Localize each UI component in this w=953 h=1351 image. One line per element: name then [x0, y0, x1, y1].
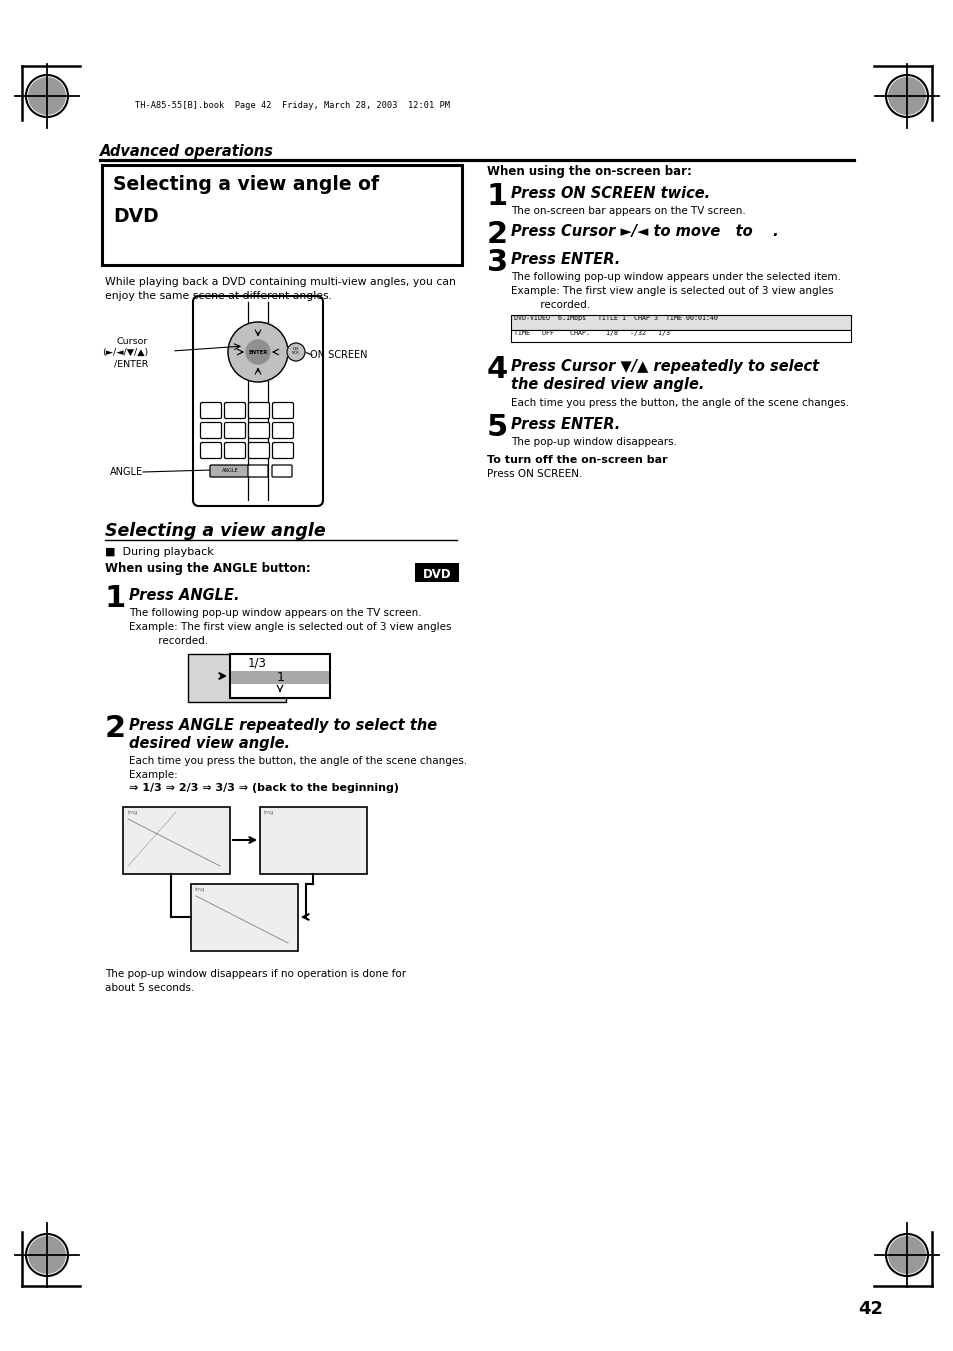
Text: To turn off the on-screen bar: To turn off the on-screen bar: [486, 455, 667, 465]
Text: Press Cursor ►/◄ to move   to    .: Press Cursor ►/◄ to move to .: [511, 224, 778, 239]
Circle shape: [246, 340, 270, 363]
Circle shape: [28, 1236, 66, 1274]
Text: Press ON SCREEN.: Press ON SCREEN.: [486, 469, 581, 480]
Text: The following pop-up window appears under the selected item.: The following pop-up window appears unde…: [511, 272, 840, 282]
Text: recorded.: recorded.: [511, 300, 590, 309]
Text: TH-A85-55[B].book  Page 42  Friday, March 28, 2003  12:01 PM: TH-A85-55[B].book Page 42 Friday, March …: [135, 100, 450, 109]
Text: 42: 42: [857, 1300, 882, 1319]
Text: 1/3: 1/3: [248, 657, 267, 669]
Text: 4: 4: [486, 355, 508, 384]
Bar: [415, 563, 458, 582]
Text: img: img: [264, 811, 274, 815]
FancyBboxPatch shape: [273, 423, 294, 439]
Bar: [188, 654, 286, 703]
Text: Press ANGLE repeatedly to select the: Press ANGLE repeatedly to select the: [129, 717, 436, 734]
Text: about 5 seconds.: about 5 seconds.: [105, 984, 194, 993]
Text: 1: 1: [486, 182, 508, 211]
Text: The pop-up window disappears if no operation is done for: The pop-up window disappears if no opera…: [105, 969, 406, 979]
Bar: [191, 884, 297, 951]
Text: img: img: [127, 811, 137, 815]
FancyBboxPatch shape: [224, 403, 245, 419]
FancyBboxPatch shape: [248, 403, 269, 419]
Text: Press ENTER.: Press ENTER.: [511, 417, 619, 432]
Text: Cursor
(►/◄/▼/▲)
/ENTER: Cursor (►/◄/▼/▲) /ENTER: [102, 336, 148, 369]
Text: The pop-up window disappears.: The pop-up window disappears.: [511, 436, 677, 447]
Text: DVD-VIDEO  6.1Mbps   TITLE 1  CHAP 3  TIME 00:01:40: DVD-VIDEO 6.1Mbps TITLE 1 CHAP 3 TIME 00…: [514, 315, 718, 322]
Text: Each time you press the button, the angle of the scene changes.: Each time you press the button, the angl…: [511, 399, 848, 408]
Text: ANGLE: ANGLE: [110, 467, 143, 477]
Text: Press ENTER.: Press ENTER.: [511, 253, 619, 267]
FancyBboxPatch shape: [273, 403, 294, 419]
Text: recorded.: recorded.: [129, 636, 208, 646]
Bar: [260, 807, 367, 874]
Text: Example:: Example:: [129, 770, 177, 780]
Text: 3: 3: [486, 249, 508, 277]
Text: TIME   OFF    CHAP.    1/8   -/32   1/3: TIME OFF CHAP. 1/8 -/32 1/3: [514, 330, 669, 336]
Text: 1: 1: [105, 584, 126, 613]
Text: ANGLE: ANGLE: [221, 467, 238, 473]
Circle shape: [887, 77, 925, 115]
FancyBboxPatch shape: [193, 296, 323, 507]
Text: The on-screen bar appears on the TV screen.: The on-screen bar appears on the TV scre…: [511, 205, 745, 216]
Text: ON
SCR: ON SCR: [292, 347, 299, 355]
Bar: [511, 315, 850, 330]
Text: Selecting a view angle: Selecting a view angle: [105, 521, 325, 540]
Text: img: img: [194, 888, 205, 892]
Text: 2: 2: [105, 713, 126, 743]
Text: While playing back a DVD containing multi-view angles, you can
enjoy the same sc: While playing back a DVD containing mult…: [105, 277, 456, 301]
Text: Advanced operations: Advanced operations: [100, 145, 274, 159]
Text: The following pop-up window appears on the TV screen.: The following pop-up window appears on t…: [129, 608, 421, 617]
Circle shape: [28, 77, 66, 115]
Text: Press Cursor ▼/▲ repeatedly to select: Press Cursor ▼/▲ repeatedly to select: [511, 359, 819, 374]
FancyBboxPatch shape: [210, 465, 250, 477]
FancyBboxPatch shape: [224, 423, 245, 439]
Bar: [231, 671, 329, 684]
Bar: [123, 807, 230, 874]
Text: Each time you press the button, the angle of the scene changes.: Each time you press the button, the angl…: [129, 757, 467, 766]
Circle shape: [228, 322, 288, 382]
Text: Example: The first view angle is selected out of 3 view angles: Example: The first view angle is selecte…: [511, 286, 833, 296]
Text: Press ANGLE.: Press ANGLE.: [129, 588, 239, 603]
Text: the desired view angle.: the desired view angle.: [511, 377, 703, 392]
Bar: [230, 654, 330, 698]
FancyBboxPatch shape: [248, 465, 268, 477]
Text: Selecting a view angle of: Selecting a view angle of: [112, 176, 378, 195]
Text: DVD: DVD: [112, 207, 158, 226]
Text: When using the on-screen bar:: When using the on-screen bar:: [486, 165, 691, 178]
FancyBboxPatch shape: [273, 443, 294, 458]
FancyBboxPatch shape: [248, 423, 269, 439]
Bar: [511, 330, 850, 342]
Text: 1: 1: [276, 671, 285, 684]
FancyBboxPatch shape: [200, 403, 221, 419]
Text: ■  During playback: ■ During playback: [105, 547, 213, 557]
FancyBboxPatch shape: [200, 443, 221, 458]
FancyBboxPatch shape: [248, 443, 269, 458]
Text: ENTER: ENTER: [248, 350, 268, 354]
Text: When using the ANGLE button:: When using the ANGLE button:: [105, 562, 311, 576]
Text: DVD: DVD: [422, 569, 451, 581]
Text: Press ON SCREEN twice.: Press ON SCREEN twice.: [511, 186, 709, 201]
FancyBboxPatch shape: [272, 465, 292, 477]
FancyBboxPatch shape: [200, 423, 221, 439]
Circle shape: [287, 343, 305, 361]
Bar: [102, 165, 461, 265]
Circle shape: [887, 1236, 925, 1274]
Text: 2: 2: [486, 220, 508, 249]
Text: ON SCREEN: ON SCREEN: [310, 350, 367, 359]
Text: ⇒ 1/3 ⇒ 2/3 ⇒ 3/3 ⇒ (back to the beginning): ⇒ 1/3 ⇒ 2/3 ⇒ 3/3 ⇒ (back to the beginni…: [129, 784, 398, 793]
FancyBboxPatch shape: [224, 443, 245, 458]
Text: Example: The first view angle is selected out of 3 view angles: Example: The first view angle is selecte…: [129, 621, 451, 632]
Text: 5: 5: [486, 413, 508, 442]
Text: desired view angle.: desired view angle.: [129, 736, 290, 751]
